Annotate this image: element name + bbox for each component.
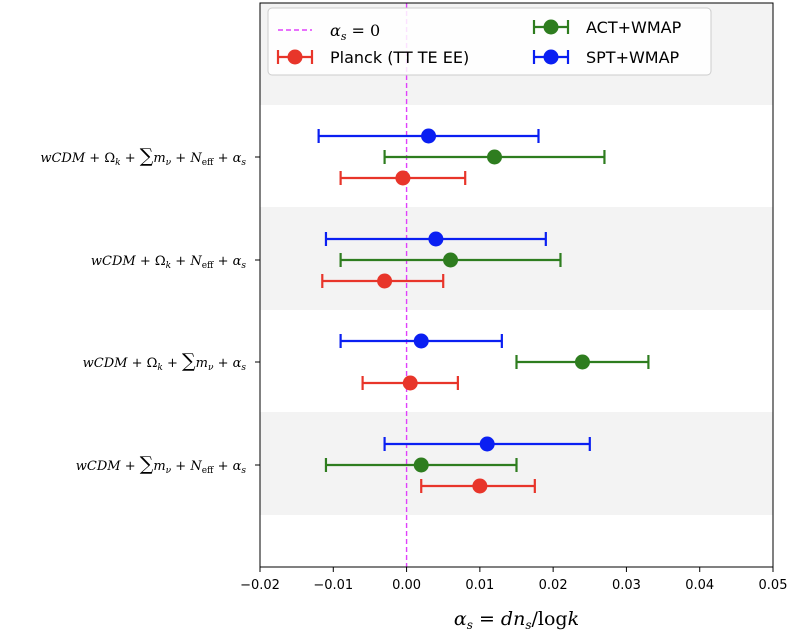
point-spt-wmap — [413, 333, 429, 349]
point-act-wmap — [413, 457, 429, 473]
legend-label-act-wmap: ACT+WMAP — [586, 18, 682, 37]
point-act-wmap — [487, 149, 503, 165]
legend-marker-planck-tt-te-ee — [287, 49, 303, 65]
point-spt-wmap — [421, 128, 437, 144]
legend: αs = 0 Planck (TT TE EE) ACT+WMAP SPT+WMAP — [267, 7, 712, 76]
x-axis-label: αs = dns/logk — [454, 608, 579, 632]
row-band — [260, 207, 773, 310]
point-planck-tt-te-ee — [395, 170, 411, 186]
x-axis-ticks: −0.02 −0.01 0.00 0.01 0.02 0.03 0.04 0.05 — [240, 567, 787, 593]
legend-label-planck-tt-te-ee: Planck (TT TE EE) — [330, 48, 469, 67]
point-planck-tt-te-ee — [472, 478, 488, 494]
point-act-wmap — [443, 252, 459, 268]
point-spt-wmap — [428, 231, 444, 247]
legend-label-alpha-zero: αs = 0 — [330, 21, 380, 43]
x-tick-label: 0.04 — [685, 578, 714, 593]
legend-label-spt-wmap: SPT+WMAP — [586, 48, 680, 67]
x-tick-label: 0.02 — [539, 578, 568, 593]
point-planck-tt-te-ee — [377, 273, 393, 289]
y-tick-label: wCDM + Ωk + ∑mν + αs — [83, 350, 247, 373]
x-tick-label: 0.03 — [612, 578, 641, 593]
legend-marker-spt-wmap — [543, 49, 559, 65]
y-tick-label: wCDM + ∑mν + Neff + αs — [76, 453, 247, 476]
point-act-wmap — [574, 354, 590, 370]
x-tick-label: −0.01 — [313, 578, 353, 593]
point-planck-tt-te-ee — [402, 375, 418, 391]
legend-marker-act-wmap — [543, 19, 559, 35]
y-tick-label: wCDM + Ωk + Neff + αs — [91, 254, 246, 271]
y-tick-label: wCDM + Ωk + ∑mν + Neff + αs — [40, 145, 246, 168]
error-bars — [317, 128, 650, 494]
x-tick-label: 0.00 — [392, 578, 421, 593]
x-tick-label: 0.05 — [759, 578, 788, 593]
point-spt-wmap — [479, 436, 495, 452]
legend-box — [267, 7, 712, 76]
x-tick-label: 0.01 — [465, 578, 494, 593]
y-axis-ticks: wCDM + Ωk + ∑mν + Neff + αs wCDM + Ωk + N… — [40, 145, 260, 476]
x-tick-label: −0.02 — [240, 578, 280, 593]
axes-frame — [259, 2, 774, 568]
